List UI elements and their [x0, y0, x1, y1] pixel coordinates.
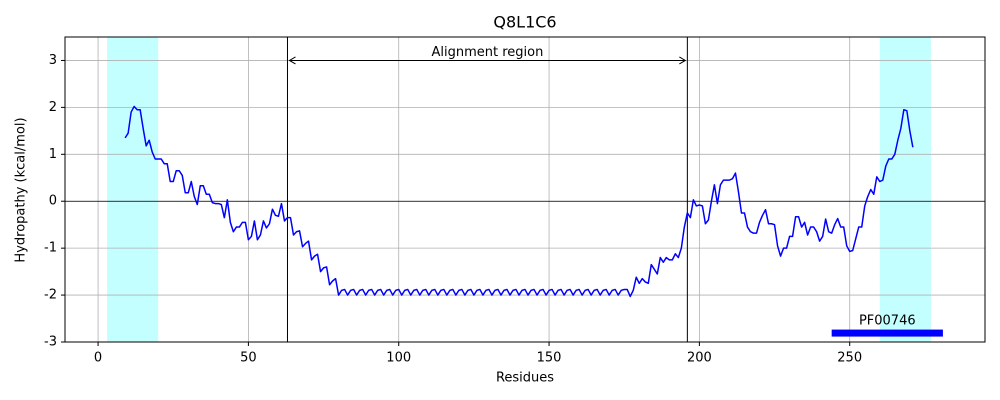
shaded-region	[107, 37, 159, 342]
domain-label: PF00746	[859, 314, 916, 329]
hydropathy-line	[124, 105, 914, 298]
x-tick-label: 250	[837, 351, 862, 366]
y-tick-label: -2	[44, 288, 57, 303]
y-tick-label: 2	[49, 100, 57, 115]
x-tick-label: 150	[537, 351, 562, 366]
y-tick-label: -1	[44, 241, 57, 256]
y-tick-label: 1	[49, 147, 57, 162]
arrow-head	[679, 56, 687, 65]
shaded-region	[879, 37, 931, 342]
y-tick-label: -3	[44, 335, 57, 350]
x-tick-label: 50	[240, 351, 257, 366]
y-axis-label: Hydropathy (kcal/mol)	[14, 117, 29, 262]
x-tick-label: 200	[687, 351, 712, 366]
domain-bar	[831, 329, 943, 337]
arrow-head	[288, 56, 296, 65]
y-tick-label: 3	[49, 53, 57, 68]
annotation-label: Alignment region	[431, 45, 543, 60]
x-tick-label: 0	[94, 351, 102, 366]
chart-title: Q8L1C6	[493, 13, 556, 32]
x-tick-label: 100	[386, 351, 411, 366]
x-axis-label: Residues	[496, 371, 554, 386]
plot-frame	[64, 36, 986, 343]
y-tick-label: 0	[49, 194, 57, 209]
